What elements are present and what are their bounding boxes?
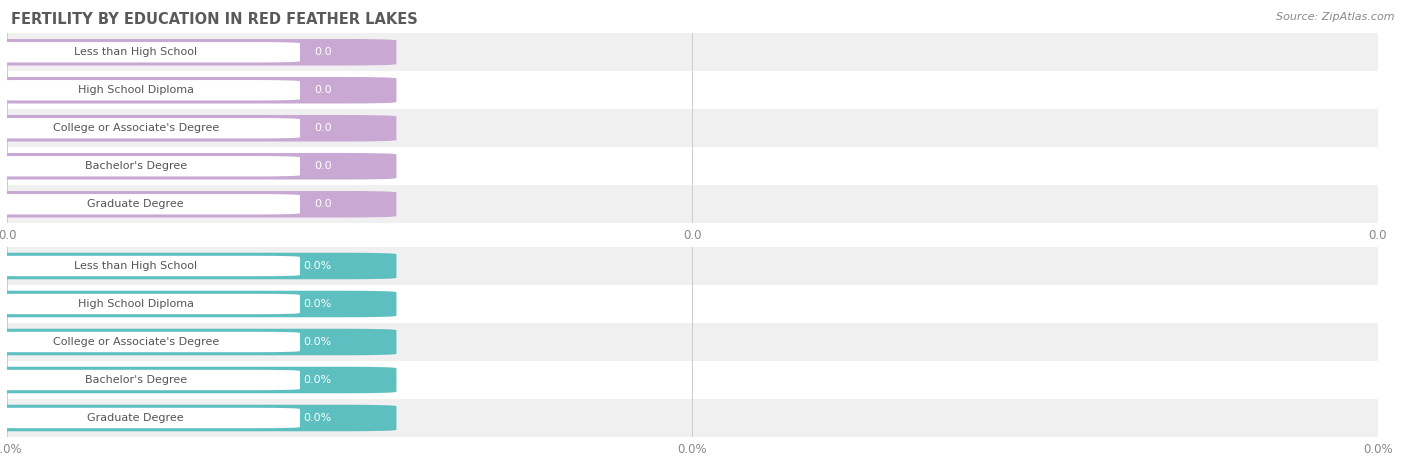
FancyBboxPatch shape: [0, 115, 396, 142]
FancyBboxPatch shape: [0, 39, 396, 66]
Bar: [7, 323, 1378, 361]
FancyBboxPatch shape: [0, 253, 396, 279]
Text: College or Associate's Degree: College or Associate's Degree: [52, 123, 219, 133]
Text: College or Associate's Degree: College or Associate's Degree: [52, 337, 219, 347]
FancyBboxPatch shape: [0, 118, 299, 138]
FancyBboxPatch shape: [0, 332, 299, 352]
Text: Bachelor's Degree: Bachelor's Degree: [84, 161, 187, 171]
Text: Less than High School: Less than High School: [75, 47, 197, 57]
Text: Bachelor's Degree: Bachelor's Degree: [84, 375, 187, 385]
Bar: [7, 147, 1378, 185]
Text: 0.0%: 0.0%: [304, 299, 332, 309]
FancyBboxPatch shape: [0, 153, 396, 180]
Text: Graduate Degree: Graduate Degree: [87, 199, 184, 209]
FancyBboxPatch shape: [0, 256, 299, 276]
Text: High School Diploma: High School Diploma: [77, 299, 194, 309]
Text: 0.0%: 0.0%: [304, 261, 332, 271]
Bar: [7, 247, 1378, 285]
FancyBboxPatch shape: [0, 294, 299, 314]
Text: 0.0: 0.0: [315, 85, 332, 95]
FancyBboxPatch shape: [0, 42, 299, 62]
FancyBboxPatch shape: [0, 405, 396, 431]
FancyBboxPatch shape: [0, 367, 396, 393]
Text: 0.0: 0.0: [315, 161, 332, 171]
FancyBboxPatch shape: [0, 329, 396, 355]
Bar: [7, 399, 1378, 437]
FancyBboxPatch shape: [0, 291, 396, 317]
FancyBboxPatch shape: [0, 370, 299, 390]
Bar: [7, 361, 1378, 399]
Text: 0.0%: 0.0%: [304, 413, 332, 423]
Bar: [7, 71, 1378, 109]
Text: 0.0%: 0.0%: [304, 375, 332, 385]
FancyBboxPatch shape: [0, 408, 299, 428]
Text: 0.0: 0.0: [315, 47, 332, 57]
Text: 0.0: 0.0: [315, 123, 332, 133]
Text: FERTILITY BY EDUCATION IN RED FEATHER LAKES: FERTILITY BY EDUCATION IN RED FEATHER LA…: [11, 12, 418, 27]
FancyBboxPatch shape: [0, 77, 396, 104]
FancyBboxPatch shape: [0, 156, 299, 176]
Bar: [7, 33, 1378, 71]
Text: 0.0%: 0.0%: [304, 337, 332, 347]
Text: High School Diploma: High School Diploma: [77, 85, 194, 95]
FancyBboxPatch shape: [0, 191, 396, 218]
FancyBboxPatch shape: [0, 80, 299, 100]
Bar: [7, 109, 1378, 147]
Text: Graduate Degree: Graduate Degree: [87, 413, 184, 423]
Text: Source: ZipAtlas.com: Source: ZipAtlas.com: [1277, 12, 1395, 22]
Text: Less than High School: Less than High School: [75, 261, 197, 271]
Bar: [7, 185, 1378, 223]
FancyBboxPatch shape: [0, 194, 299, 214]
Bar: [7, 285, 1378, 323]
Text: 0.0: 0.0: [315, 199, 332, 209]
